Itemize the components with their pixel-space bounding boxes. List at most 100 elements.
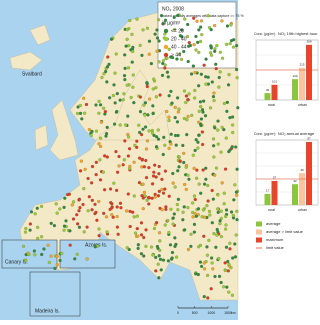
station-dot [217,274,222,279]
station-dot [163,223,167,227]
station-dot [58,258,62,263]
station-dot [161,59,166,63]
station-dot [216,210,220,215]
legend-swatch [256,237,262,243]
station-dot [176,169,180,173]
station-dot [101,170,105,174]
station-dot [21,244,26,248]
station-dot [199,117,204,121]
station-dot [27,252,31,257]
station-dot [99,120,103,124]
station-dot [33,212,37,216]
station-dot [166,218,170,223]
station-dot [209,287,213,291]
station-dot [216,207,220,211]
station-dot [139,233,144,237]
station-dot [80,117,84,121]
station-dot [193,96,197,100]
station-dot [135,145,139,149]
station-dot [94,210,98,214]
station-dot [70,203,74,207]
station-dot [197,50,201,55]
station-dot [33,253,37,257]
station-dot [213,126,217,130]
station-dot [210,261,214,265]
station-dot [184,165,188,169]
station-dot [173,115,177,120]
station-dot [202,295,206,299]
station-dot [157,276,161,280]
station-dot [194,138,198,142]
station-dot [172,15,176,19]
station-dot [89,133,93,137]
station-dot [182,151,186,155]
station-dot [193,212,197,216]
station-dot [213,23,217,28]
station-dot [231,256,235,260]
iceland [9,51,43,71]
station-dot [102,106,106,110]
station-dot [167,194,171,198]
station-dot [121,163,125,167]
station-dot [141,28,145,32]
scale-unit: km [231,311,236,315]
station-dot [179,57,184,61]
station-dot [215,44,219,48]
station-dot [192,166,196,170]
station-dot [106,55,110,59]
station-dot [218,222,222,226]
station-dot [138,130,142,135]
station-dot [230,145,234,149]
station-dot [115,214,119,219]
station-dot [208,213,212,217]
station-dot [125,28,129,32]
station-dot [121,98,125,102]
station-dot [125,83,129,87]
station-dot [210,188,214,193]
station-dot [228,241,232,245]
place-label: Canary Is. [5,259,28,265]
station-dot [206,199,210,203]
station-dot [157,172,161,176]
station-dot [211,197,215,201]
station-dot [189,72,194,76]
station-dot [115,109,119,114]
station-dot [144,244,148,248]
station-dot [105,230,109,234]
station-dot [161,152,165,157]
station-dot [83,111,87,115]
station-dot [215,233,219,237]
station-dot [98,178,103,182]
station-dot [115,225,119,229]
station-dot [197,133,201,137]
station-dot [126,154,130,158]
station-dot [28,222,32,226]
legend-title: NO₂ 2008 [162,6,184,12]
station-dot [64,219,68,223]
station-dot [76,222,80,226]
bar [271,180,278,205]
station-dot [159,14,164,18]
station-dot [126,66,131,70]
station-dot [187,92,191,96]
stations [21,13,240,300]
station-dot [75,213,79,217]
scale-label: 1500 [224,311,232,315]
place-label: Svalbard [22,71,42,77]
station-dot [156,18,161,22]
station-dot [55,254,59,259]
station-dot [137,123,141,127]
station-dot [153,195,157,199]
station-dot [169,142,173,146]
station-dot [145,81,149,85]
station-dot [165,109,169,114]
station-dot [126,135,131,139]
station-dot [76,105,80,109]
station-dot [60,251,64,256]
station-dot [157,254,161,258]
station-dot [193,88,197,93]
station-dot [177,165,181,169]
station-dot [97,111,101,115]
station-dot [147,202,151,206]
